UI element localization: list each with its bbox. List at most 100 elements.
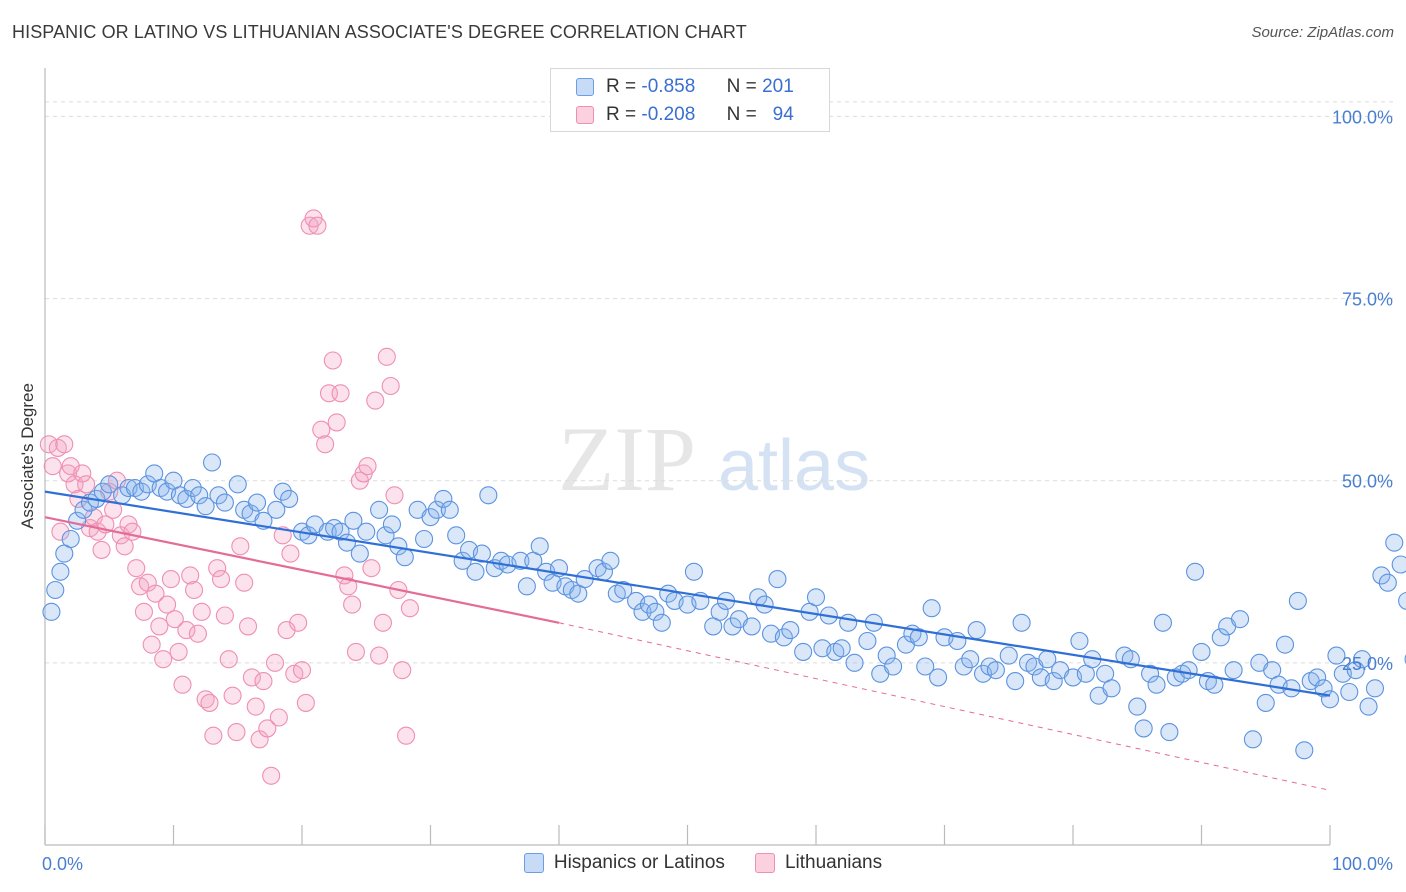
lithuanian-point (231, 537, 250, 556)
hispanic-point (215, 493, 234, 512)
hispanic-point (723, 617, 742, 636)
hispanic-point (1353, 650, 1372, 669)
lithuanian-point (181, 566, 200, 585)
series-swatch-pink (754, 853, 775, 873)
lithuanian-point (223, 686, 242, 705)
legend-r-value: -0.208 (641, 104, 696, 125)
hispanic-point (1327, 646, 1346, 665)
hispanic-point (774, 628, 793, 647)
lithuanian-point (127, 559, 146, 578)
hispanic-point (61, 529, 80, 549)
hispanic-point (427, 500, 446, 519)
trend-lines (44, 490, 1331, 791)
hispanic-point (1378, 573, 1397, 592)
lithuanian-point (211, 570, 231, 589)
hispanic-point (74, 500, 93, 519)
hispanic-point (1340, 682, 1359, 702)
hispanic-point (832, 639, 851, 658)
legend-r-value: -0.858 (641, 76, 696, 97)
hispanic-point (1295, 741, 1314, 760)
lithuanian-point (43, 457, 62, 476)
hispanic-point (530, 537, 549, 556)
hispanic-point (1006, 672, 1025, 691)
hispanic-point (1153, 613, 1172, 632)
lithuanian-point (192, 602, 211, 621)
hispanic-point (51, 562, 70, 581)
hispanic-point (395, 548, 414, 567)
hispanic-point (633, 602, 652, 621)
hispanic-point (1141, 664, 1160, 683)
hispanic-point (1186, 562, 1205, 581)
hispanic-point (382, 515, 402, 534)
series-legend-lithuanians[interactable]: Lithuanians (754, 852, 882, 874)
hispanic-point (1224, 661, 1243, 680)
hispanic-point (1398, 591, 1406, 610)
series-label: Hispanics or Latinos (553, 852, 725, 873)
hispanic-point (1134, 719, 1153, 738)
hispanic-point (1385, 533, 1404, 552)
hispanic-point (1256, 693, 1275, 712)
watermark-zip: ZIP (558, 408, 696, 510)
lithuanian-point (292, 661, 312, 680)
lithuanian-point (262, 766, 281, 785)
legend-n-label: N = (726, 104, 757, 125)
series-legend-hispanics[interactable]: Hispanics or Latinos (523, 852, 725, 874)
hispanic-point (228, 475, 247, 494)
lithuanian-point (370, 646, 389, 665)
hispanic-point (415, 529, 434, 549)
lithuanian-point (200, 693, 219, 712)
hispanic-point (961, 650, 980, 669)
hispanic-point (916, 657, 935, 676)
hispanic-point (1147, 675, 1166, 694)
hispanic-point (434, 489, 453, 508)
lithuanian-point (296, 693, 315, 712)
hispanic-point (42, 602, 61, 621)
legend-row-lithuanians: R = -0.208 N = 94 (551, 101, 794, 129)
hispanic-point (1314, 679, 1333, 698)
legend-r-label: R = (606, 104, 637, 125)
hispanic-point (794, 642, 813, 661)
hispanic-point (209, 486, 228, 505)
hispanic-point (601, 551, 620, 570)
hispanic-point (1012, 613, 1031, 632)
hispanic-point (845, 653, 864, 672)
hispanic-point (350, 544, 369, 563)
hispanic-point (806, 588, 826, 607)
lithuanian-point (173, 675, 192, 694)
y-tick-label: 75.0% (1342, 290, 1393, 310)
series-swatch-blue (523, 853, 544, 873)
lithuanian-point (204, 726, 223, 745)
lithuanian-point (377, 347, 396, 366)
lithuanian-point (169, 642, 188, 661)
lithuanian-point (265, 653, 285, 672)
lithuanian-point (277, 621, 296, 640)
hispanic-point (1359, 697, 1378, 716)
hispanic-point (196, 497, 215, 516)
hispanic-point (331, 522, 350, 541)
hispanic-point (1192, 642, 1211, 661)
x-tick-label: 0.0% (42, 854, 83, 874)
hispanic-point (132, 482, 151, 501)
lithuanians-points (39, 209, 419, 785)
lithuanian-point (238, 617, 258, 636)
lithuanian-point (92, 540, 111, 559)
hispanic-point (1320, 690, 1340, 709)
hispanic-point (183, 478, 202, 498)
lithuanian-point (55, 435, 74, 454)
lithuanian-point (327, 413, 346, 432)
lithuanian-point (185, 580, 204, 600)
lithuanian-point (331, 384, 350, 403)
hispanic-point (1231, 610, 1250, 629)
lithuanian-point (142, 635, 161, 654)
series-legend: Hispanics or Latinos Lithuanians (0, 852, 1406, 874)
hispanic-point (1365, 679, 1385, 698)
x-tick-label: 100.0% (1332, 854, 1393, 874)
hispanic-point (1308, 668, 1327, 687)
lithuanian-point (39, 435, 58, 454)
hispanic-point (46, 580, 65, 600)
lithuanian-point (281, 544, 300, 563)
hispanic-point (376, 526, 395, 545)
hispanic-point (1102, 679, 1121, 698)
hispanic-point (614, 580, 633, 600)
